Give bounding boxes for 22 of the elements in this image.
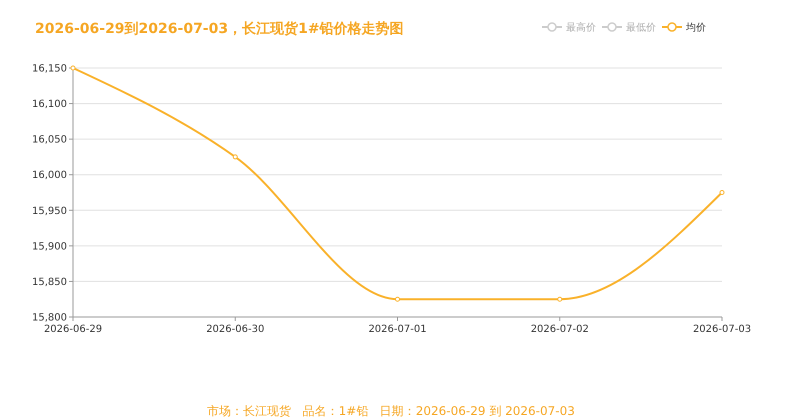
y-tick-label: 15,850 bbox=[32, 276, 67, 288]
point bbox=[720, 190, 724, 195]
x-tick-label: 2026-07-02 bbox=[530, 324, 589, 335]
x-tick-label: 2026-06-30 bbox=[206, 324, 264, 335]
point bbox=[557, 296, 562, 302]
text: 市场：长江现货 品名：1#铅 日期：2026-06-29 到 2026-07-03 bbox=[207, 404, 575, 418]
point bbox=[232, 154, 238, 160]
legend-label: 最低价 bbox=[626, 22, 656, 34]
x-tick-label: 2026-06-29 bbox=[44, 324, 102, 335]
y-tick-label: 15,800 bbox=[32, 312, 67, 324]
y-tick-label: 16,050 bbox=[32, 134, 67, 146]
chart-title: 2026-06-29到2026-07-03，长江现货1#铅价格走势图 bbox=[35, 21, 404, 37]
x-tick-label: 2026-07-03 bbox=[692, 324, 752, 335]
legend-label: 最高价 bbox=[566, 22, 596, 34]
x-tick-label: 2026-07-01 bbox=[368, 324, 427, 335]
y-tick-label: 16,150 bbox=[32, 64, 67, 74]
y-tick-label: 16,000 bbox=[32, 170, 67, 182]
y-tick-label: 16,100 bbox=[32, 99, 67, 110]
y-tick-label: 15,900 bbox=[32, 241, 67, 252]
point bbox=[395, 296, 400, 302]
legend-label: 均价 bbox=[685, 22, 706, 34]
y-tick-label: 15,950 bbox=[32, 206, 67, 217]
